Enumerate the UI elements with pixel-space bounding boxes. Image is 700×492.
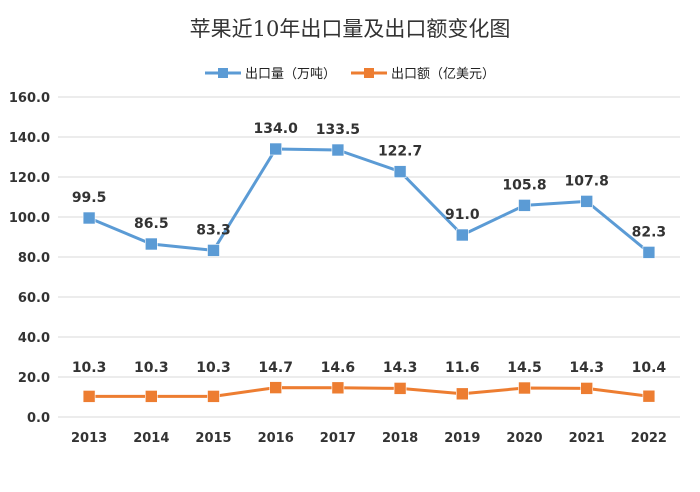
y-tick-label: 40.0	[18, 331, 50, 346]
data-point-export-volume	[642, 246, 656, 259]
data-label-export-volume: 99.5	[72, 190, 107, 206]
y-tick-label: 100.0	[9, 211, 50, 226]
data-point-export-volume	[269, 142, 283, 156]
data-label-export-value: 10.3	[72, 360, 107, 376]
data-label-export-value: 14.7	[258, 360, 293, 376]
series-group	[82, 142, 656, 403]
legend-label-export-value: 出口额（亿美元）	[391, 67, 495, 82]
x-tick-label: 2022	[631, 431, 667, 446]
y-tick-label: 20.0	[18, 371, 50, 386]
data-labels: 99.5 86.5 83.3 134.0 133.5 122.7 91.0 105.8 107.…	[72, 121, 667, 376]
data-point-export-volume	[145, 237, 158, 251]
data-point-export-value	[580, 382, 594, 395]
data-point-export-volume	[393, 165, 407, 178]
x-tick-label: 2017	[320, 431, 356, 446]
data-point-export-volume	[518, 199, 531, 212]
gridlines	[58, 96, 680, 418]
data-label-export-volume: 83.3	[196, 222, 231, 238]
y-tick-label: 80.0	[18, 251, 50, 266]
data-label-export-volume: 133.5	[316, 122, 360, 138]
data-label-export-value: 14.3	[383, 360, 418, 376]
x-tick-label: 2019	[444, 431, 480, 446]
series-line-export-value	[89, 386, 650, 398]
y-tick-label: 160.0	[9, 91, 50, 106]
data-point-export-value	[393, 382, 407, 395]
legend-marker-export-volume	[218, 68, 228, 78]
data-point-export-volume	[207, 244, 220, 257]
data-label-export-value: 11.6	[445, 360, 480, 376]
x-tick-label: 2018	[382, 431, 418, 446]
legend: 出口量（万吨） 出口额（亿美元）	[205, 67, 495, 82]
y-tick-label: 120.0	[9, 171, 50, 186]
data-label-export-volume: 82.3	[632, 224, 667, 240]
data-point-export-value	[269, 381, 283, 394]
chart-title: 苹果近10年出口量及出口额变化图	[190, 17, 511, 41]
data-label-export-value: 10.3	[134, 360, 169, 376]
data-label-export-volume: 107.8	[565, 173, 609, 189]
y-tick-label: 0.0	[27, 411, 50, 426]
x-tick-label: 2016	[258, 431, 294, 446]
x-tick-label: 2020	[506, 431, 542, 446]
x-tick-label: 2014	[133, 431, 169, 446]
series-line-export-volume	[88, 147, 650, 254]
x-tick-label: 2013	[71, 431, 107, 446]
data-point-export-value	[207, 390, 220, 403]
data-point-export-value	[518, 381, 531, 395]
data-label-export-volume: 86.5	[134, 216, 169, 232]
data-label-export-volume: 122.7	[378, 144, 422, 160]
data-point-export-volume	[455, 228, 469, 242]
data-point-export-value	[455, 387, 469, 401]
data-point-export-value	[642, 389, 656, 403]
data-point-export-volume	[580, 195, 594, 208]
data-label-export-value: 14.3	[569, 360, 604, 376]
legend-label-export-volume: 出口量（万吨）	[245, 67, 336, 82]
data-label-export-value: 10.4	[632, 360, 667, 376]
data-label-export-value: 14.5	[507, 360, 542, 376]
data-label-export-volume: 105.8	[502, 177, 546, 193]
y-tick-label: 60.0	[18, 291, 50, 306]
x-tick-label: 2015	[195, 431, 231, 446]
x-axis-ticks: 2013 2014 2015 2016 2017 2018 2019 2020 2021 2022	[71, 431, 667, 446]
data-label-export-volume: 91.0	[445, 207, 480, 223]
y-tick-label: 140.0	[9, 131, 50, 146]
data-point-export-volume	[82, 211, 96, 225]
x-tick-label: 2021	[569, 431, 605, 446]
data-point-export-value	[331, 381, 345, 395]
legend-marker-export-value	[364, 68, 374, 78]
data-label-export-value: 14.6	[321, 360, 356, 376]
data-point-export-volume	[331, 143, 345, 157]
y-axis-ticks: 0.0 20.0 40.0 60.0 80.0 100.0 120.0 140.0 160.0	[9, 91, 50, 426]
data-point-export-value	[82, 390, 96, 403]
data-point-export-value	[145, 390, 158, 403]
data-label-export-volume: 134.0	[254, 121, 299, 137]
data-label-export-value: 10.3	[196, 360, 231, 376]
